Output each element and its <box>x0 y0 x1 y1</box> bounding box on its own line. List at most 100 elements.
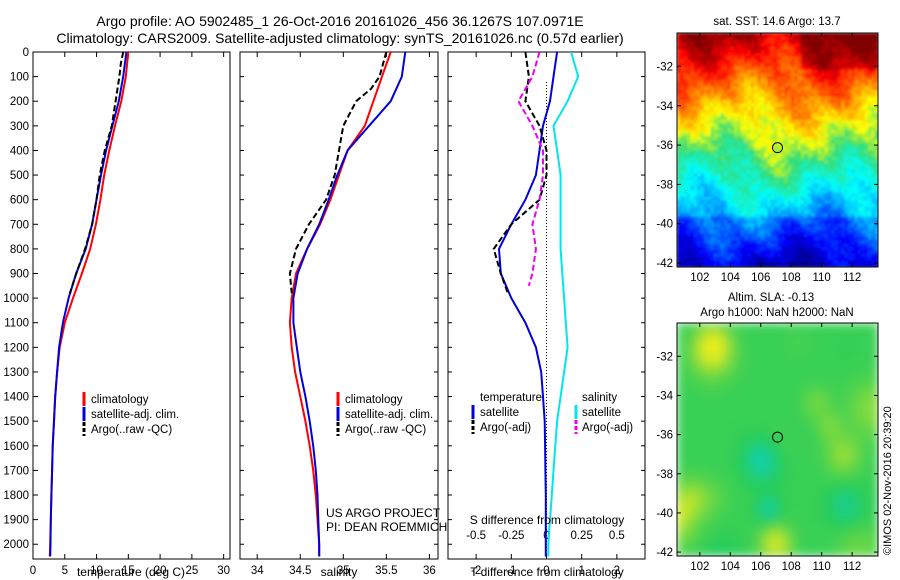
sst-cell <box>844 170 849 174</box>
sst-cell <box>851 33 856 37</box>
sst-cell <box>764 236 769 241</box>
sst-cell <box>737 106 742 111</box>
sst-cell <box>750 89 755 94</box>
sst-cell <box>683 93 688 98</box>
sst-cell <box>680 256 685 261</box>
sst-cell <box>737 216 742 221</box>
sst-cell <box>737 190 742 195</box>
sst-cell <box>727 66 732 71</box>
sst-cell <box>821 240 825 245</box>
sst-cell <box>693 193 698 198</box>
sst-cell <box>677 213 681 218</box>
sst-cell <box>680 76 685 81</box>
sst-cell <box>767 203 772 208</box>
sst-cell <box>687 210 691 215</box>
sst-cell <box>794 73 799 78</box>
sst-cell <box>687 186 691 191</box>
sst-cell <box>730 150 735 154</box>
sst-cell <box>710 143 715 148</box>
sst-cell <box>710 216 715 221</box>
sst-cell <box>774 73 779 78</box>
sst-cell <box>854 263 859 267</box>
sst-cell <box>811 96 815 101</box>
sst-cell <box>854 56 859 61</box>
sst-cell <box>807 210 812 215</box>
sst-cell <box>817 190 822 195</box>
sst-cell <box>807 190 812 195</box>
sst-cell <box>814 176 819 181</box>
sst-cell <box>767 126 772 131</box>
sst-cell <box>851 39 856 44</box>
sla-cell <box>692 323 698 329</box>
sst-cell <box>693 43 698 47</box>
sst-cell <box>697 76 702 81</box>
sst-cell <box>790 216 795 221</box>
sst-cell <box>750 246 755 251</box>
sst-cell <box>800 256 805 261</box>
sst-cell <box>841 103 846 108</box>
sst-cell <box>874 66 878 71</box>
sst-cell <box>861 133 866 138</box>
sst-cell <box>690 39 695 44</box>
sst-cell <box>777 166 782 171</box>
sla-cell <box>707 328 713 334</box>
sst-cell <box>811 246 815 251</box>
sst-cell <box>740 113 745 118</box>
sst-cell <box>713 163 718 168</box>
sst-cell <box>874 136 878 141</box>
sst-cell <box>837 116 842 121</box>
sst-cell <box>807 233 812 238</box>
sst-cell <box>767 63 772 68</box>
sst-cell <box>834 180 839 185</box>
sst-cell <box>867 46 872 51</box>
sst-cell <box>821 213 825 218</box>
sst-cell <box>744 73 748 78</box>
sst-cell <box>720 183 725 188</box>
sst-cell <box>847 236 852 241</box>
sst-cell <box>844 243 849 248</box>
sst-cell <box>837 59 842 64</box>
sst-cell <box>730 183 735 188</box>
sst-cell <box>703 156 708 161</box>
sst-cell <box>841 113 846 118</box>
sst-cell <box>747 79 752 84</box>
sst-cell <box>814 76 819 81</box>
sst-cell <box>814 106 819 111</box>
sst-cell <box>787 166 792 171</box>
sst-cell <box>730 139 735 144</box>
sst-cell <box>817 103 822 108</box>
sst-cell <box>844 63 849 68</box>
depth-tick-label: 2000 <box>3 539 29 551</box>
sst-cell <box>767 200 772 205</box>
sst-cell <box>811 203 815 208</box>
sst-cell <box>857 56 862 61</box>
sst-cell <box>821 86 825 91</box>
sst-cell <box>831 243 836 248</box>
sst-cell <box>707 190 712 195</box>
sst-cell <box>824 226 829 231</box>
sst-cell <box>831 143 836 148</box>
sst-cell <box>687 63 691 68</box>
sst-cell <box>680 160 685 164</box>
sla-cell <box>737 363 743 370</box>
sst-cell <box>690 59 695 64</box>
sst-cell <box>777 180 782 185</box>
sla-cell <box>832 368 839 375</box>
sst-cell <box>827 106 832 111</box>
sst-cell <box>754 153 758 158</box>
sst-cell <box>841 69 846 74</box>
sst-cell <box>817 203 822 208</box>
sst-cell <box>720 243 725 248</box>
sst-cell <box>727 136 732 141</box>
sst-cell <box>800 33 805 37</box>
sst-cell <box>747 46 752 51</box>
sst-cell <box>804 139 809 144</box>
sst-cell <box>811 150 815 154</box>
sst-cell <box>777 49 782 54</box>
sst-cell <box>861 253 866 258</box>
sla-cell <box>712 323 718 329</box>
sla-cell <box>697 368 703 375</box>
sla-cell <box>782 338 789 344</box>
sst-cell <box>754 263 758 267</box>
sst-cell <box>811 126 815 131</box>
